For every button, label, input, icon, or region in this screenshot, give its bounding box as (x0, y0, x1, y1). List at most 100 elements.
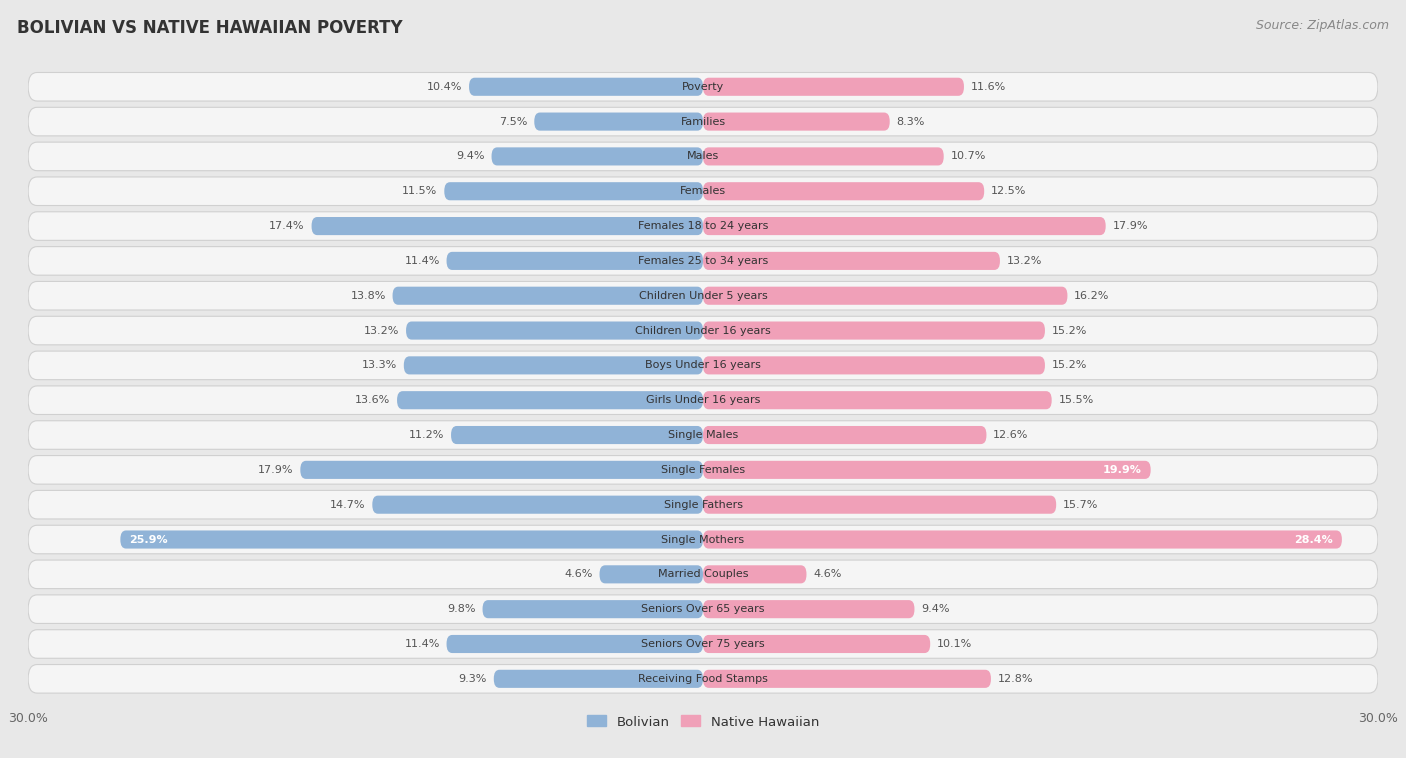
FancyBboxPatch shape (492, 147, 703, 165)
Text: 11.6%: 11.6% (970, 82, 1005, 92)
Text: 9.3%: 9.3% (458, 674, 486, 684)
FancyBboxPatch shape (392, 287, 703, 305)
FancyBboxPatch shape (28, 316, 1378, 345)
Text: Females: Females (681, 186, 725, 196)
FancyBboxPatch shape (406, 321, 703, 340)
Text: Single Fathers: Single Fathers (664, 500, 742, 509)
Text: 9.4%: 9.4% (457, 152, 485, 161)
FancyBboxPatch shape (396, 391, 703, 409)
FancyBboxPatch shape (28, 525, 1378, 554)
Text: Seniors Over 75 years: Seniors Over 75 years (641, 639, 765, 649)
FancyBboxPatch shape (703, 670, 991, 688)
Text: Receiving Food Stamps: Receiving Food Stamps (638, 674, 768, 684)
Text: 13.2%: 13.2% (364, 325, 399, 336)
FancyBboxPatch shape (599, 565, 703, 584)
Text: 15.2%: 15.2% (1052, 360, 1087, 371)
FancyBboxPatch shape (703, 531, 1341, 549)
Text: Males: Males (688, 152, 718, 161)
FancyBboxPatch shape (703, 565, 807, 584)
FancyBboxPatch shape (703, 78, 965, 96)
FancyBboxPatch shape (28, 560, 1378, 589)
Text: 10.1%: 10.1% (936, 639, 972, 649)
Legend: Bolivian, Native Hawaiian: Bolivian, Native Hawaiian (582, 710, 824, 734)
FancyBboxPatch shape (703, 391, 1052, 409)
FancyBboxPatch shape (494, 670, 703, 688)
FancyBboxPatch shape (28, 246, 1378, 275)
FancyBboxPatch shape (28, 211, 1378, 240)
FancyBboxPatch shape (470, 78, 703, 96)
Text: Single Males: Single Males (668, 430, 738, 440)
Text: 13.6%: 13.6% (356, 395, 391, 406)
Text: 13.3%: 13.3% (361, 360, 396, 371)
Text: 17.4%: 17.4% (270, 221, 305, 231)
FancyBboxPatch shape (703, 321, 1045, 340)
FancyBboxPatch shape (121, 531, 703, 549)
FancyBboxPatch shape (703, 496, 1056, 514)
FancyBboxPatch shape (703, 182, 984, 200)
Text: Females 25 to 34 years: Females 25 to 34 years (638, 256, 768, 266)
FancyBboxPatch shape (703, 112, 890, 130)
Text: Single Females: Single Females (661, 465, 745, 475)
FancyBboxPatch shape (28, 177, 1378, 205)
Text: 9.4%: 9.4% (921, 604, 949, 614)
Text: 10.4%: 10.4% (427, 82, 463, 92)
Text: 13.8%: 13.8% (350, 291, 385, 301)
FancyBboxPatch shape (28, 595, 1378, 623)
FancyBboxPatch shape (301, 461, 703, 479)
FancyBboxPatch shape (373, 496, 703, 514)
FancyBboxPatch shape (28, 73, 1378, 101)
Text: Boys Under 16 years: Boys Under 16 years (645, 360, 761, 371)
FancyBboxPatch shape (447, 252, 703, 270)
FancyBboxPatch shape (312, 217, 703, 235)
Text: 14.7%: 14.7% (330, 500, 366, 509)
FancyBboxPatch shape (404, 356, 703, 374)
FancyBboxPatch shape (444, 182, 703, 200)
FancyBboxPatch shape (28, 281, 1378, 310)
Text: 19.9%: 19.9% (1102, 465, 1142, 475)
Text: 25.9%: 25.9% (129, 534, 167, 544)
FancyBboxPatch shape (703, 461, 1150, 479)
Text: 28.4%: 28.4% (1294, 534, 1333, 544)
Text: 11.4%: 11.4% (405, 256, 440, 266)
FancyBboxPatch shape (703, 287, 1067, 305)
Text: 15.5%: 15.5% (1059, 395, 1094, 406)
FancyBboxPatch shape (703, 635, 931, 653)
Text: Single Mothers: Single Mothers (661, 534, 745, 544)
Text: 11.5%: 11.5% (402, 186, 437, 196)
Text: 15.7%: 15.7% (1063, 500, 1098, 509)
FancyBboxPatch shape (703, 252, 1000, 270)
FancyBboxPatch shape (28, 665, 1378, 693)
Text: 13.2%: 13.2% (1007, 256, 1042, 266)
Text: 16.2%: 16.2% (1074, 291, 1109, 301)
FancyBboxPatch shape (703, 356, 1045, 374)
Text: Children Under 5 years: Children Under 5 years (638, 291, 768, 301)
Text: BOLIVIAN VS NATIVE HAWAIIAN POVERTY: BOLIVIAN VS NATIVE HAWAIIAN POVERTY (17, 19, 402, 37)
Text: 4.6%: 4.6% (564, 569, 593, 579)
Text: Girls Under 16 years: Girls Under 16 years (645, 395, 761, 406)
Text: 12.5%: 12.5% (991, 186, 1026, 196)
Text: Seniors Over 65 years: Seniors Over 65 years (641, 604, 765, 614)
Text: Source: ZipAtlas.com: Source: ZipAtlas.com (1256, 19, 1389, 32)
FancyBboxPatch shape (451, 426, 703, 444)
Text: 12.8%: 12.8% (998, 674, 1033, 684)
Text: 17.9%: 17.9% (259, 465, 294, 475)
FancyBboxPatch shape (28, 630, 1378, 658)
FancyBboxPatch shape (28, 456, 1378, 484)
Text: 11.2%: 11.2% (409, 430, 444, 440)
Text: Families: Families (681, 117, 725, 127)
FancyBboxPatch shape (703, 426, 987, 444)
FancyBboxPatch shape (28, 108, 1378, 136)
Text: Poverty: Poverty (682, 82, 724, 92)
FancyBboxPatch shape (703, 600, 914, 619)
Text: 11.4%: 11.4% (405, 639, 440, 649)
Text: 10.7%: 10.7% (950, 152, 986, 161)
FancyBboxPatch shape (28, 490, 1378, 519)
Text: Married Couples: Married Couples (658, 569, 748, 579)
FancyBboxPatch shape (28, 386, 1378, 415)
FancyBboxPatch shape (703, 147, 943, 165)
Text: 7.5%: 7.5% (499, 117, 527, 127)
Text: Females 18 to 24 years: Females 18 to 24 years (638, 221, 768, 231)
Text: 4.6%: 4.6% (813, 569, 842, 579)
FancyBboxPatch shape (28, 143, 1378, 171)
Text: 8.3%: 8.3% (897, 117, 925, 127)
